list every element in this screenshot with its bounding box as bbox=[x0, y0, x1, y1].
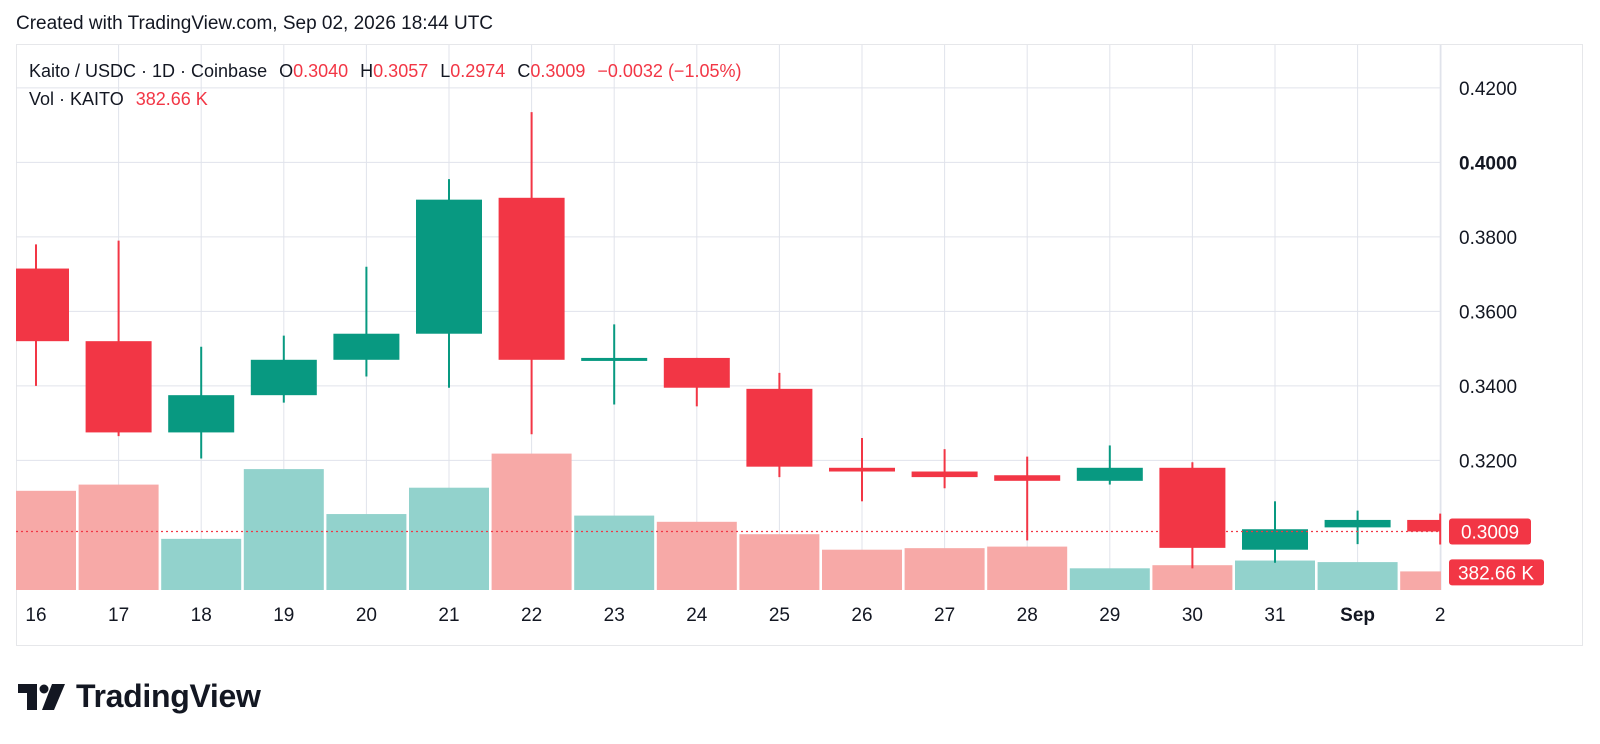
legend-high-label: H bbox=[360, 61, 374, 81]
candle-body bbox=[498, 197, 565, 360]
candle-body bbox=[829, 467, 895, 472]
volume-bar bbox=[1400, 571, 1441, 590]
x-tick-label: 24 bbox=[686, 605, 708, 626]
volume-layer bbox=[16, 453, 1441, 590]
candle-body bbox=[746, 388, 813, 467]
candle-layer bbox=[16, 112, 1442, 569]
volume-bar bbox=[16, 490, 76, 590]
legend-volume-value: 382.66 K bbox=[135, 89, 208, 109]
volume-bar bbox=[1152, 565, 1233, 590]
legend-symbol: Kaito / USDC · 1D · Coinbase bbox=[29, 61, 268, 81]
x-tick-label: 17 bbox=[108, 605, 129, 626]
tradingview-logo-icon bbox=[18, 683, 65, 710]
candle-body bbox=[168, 395, 235, 433]
y-tick-label: 0.3200 bbox=[1459, 451, 1517, 472]
candle-body bbox=[581, 357, 648, 361]
volume-bar bbox=[326, 514, 407, 590]
tradingview-logo-text: TradingView bbox=[76, 678, 261, 714]
volume-bar bbox=[243, 469, 324, 590]
candle-body bbox=[1076, 467, 1143, 481]
volume-bar bbox=[656, 521, 737, 590]
candle-body bbox=[1407, 519, 1441, 532]
volume-bar bbox=[822, 549, 902, 590]
candle-body bbox=[1324, 519, 1391, 528]
candle-body bbox=[1242, 529, 1308, 550]
x-tick-label: 31 bbox=[1264, 605, 1285, 626]
candle-body bbox=[994, 475, 1061, 481]
volume-bar bbox=[574, 515, 655, 590]
legend-open-value: 0.3040 bbox=[293, 61, 349, 81]
candle-body bbox=[250, 359, 317, 396]
x-tick-label: 23 bbox=[604, 605, 625, 626]
x-tick-label: 26 bbox=[851, 605, 872, 626]
x-tick-label: 25 bbox=[769, 605, 790, 626]
y-tick-label: 0.3400 bbox=[1459, 377, 1517, 398]
x-tick-label: 21 bbox=[438, 605, 459, 626]
axis-layer: 0.4200 0.4000 0.3800 0.3600 0.3400 0.3200 16 17… bbox=[25, 79, 1544, 626]
x-tick-label: 2 bbox=[1435, 605, 1446, 626]
x-tick-label: 16 bbox=[25, 605, 46, 626]
x-tick-label: Sep bbox=[1340, 605, 1375, 626]
x-tick-label: 29 bbox=[1099, 605, 1120, 626]
legend-close-value: 0.3009 bbox=[530, 61, 586, 81]
candle-body bbox=[1159, 467, 1226, 548]
x-tick-label: 28 bbox=[1017, 605, 1038, 626]
created-with-text: Created with TradingView.com, Sep 02, 20… bbox=[16, 13, 494, 34]
tradingview-logo[interactable]: TradingView bbox=[18, 678, 261, 715]
legend: Kaito / USDC · 1D · Coinbase O0.3040 H0.30… bbox=[29, 57, 741, 113]
candle-body bbox=[416, 199, 482, 334]
volume-bar bbox=[78, 484, 159, 590]
x-tick-label: 19 bbox=[273, 605, 294, 626]
volume-tag bbox=[1449, 559, 1544, 586]
volume-bar bbox=[904, 548, 985, 590]
legend-volume-row: Vol · KAITO 382.66 K bbox=[29, 85, 741, 113]
legend-low-label: L bbox=[440, 61, 451, 81]
legend-volume-label: Vol · KAITO bbox=[29, 89, 124, 109]
y-tick-label: 0.3800 bbox=[1459, 228, 1517, 249]
volume-bar bbox=[739, 534, 820, 590]
legend-high-value: 0.3057 bbox=[373, 61, 429, 81]
last-price-label: 0.3009 bbox=[1461, 522, 1519, 543]
x-tick-label: 30 bbox=[1182, 605, 1203, 626]
legend-low-value: 0.2974 bbox=[450, 61, 506, 81]
y-tick-label: 0.4000 bbox=[1459, 153, 1517, 174]
legend-open-label: O bbox=[279, 61, 294, 81]
candle-body bbox=[911, 471, 978, 478]
volume-bar bbox=[491, 453, 572, 590]
grid-layer bbox=[16, 45, 1442, 590]
candle-body bbox=[663, 357, 730, 388]
last-price-tag bbox=[1449, 518, 1531, 545]
candle-body bbox=[85, 341, 152, 433]
volume-bar bbox=[1317, 562, 1398, 590]
legend-change: −0.0032 (−1.05%) bbox=[597, 61, 742, 81]
y-tick-label: 0.3600 bbox=[1459, 302, 1517, 323]
volume-bar bbox=[1069, 568, 1150, 590]
candle-body bbox=[16, 268, 69, 342]
y-tick-label: 0.4200 bbox=[1459, 79, 1517, 100]
candlestick-chart[interactable]: 0.4200 0.4000 0.3800 0.3600 0.3400 0.3200 16 17… bbox=[0, 0, 1600, 650]
legend-close-label: C bbox=[517, 61, 531, 81]
x-tick-label: 20 bbox=[356, 605, 377, 626]
volume-bar bbox=[1235, 560, 1315, 590]
volume-bar bbox=[987, 546, 1068, 590]
legend-ohlc-row: Kaito / USDC · 1D · Coinbase O0.3040 H0.30… bbox=[29, 57, 741, 85]
x-tick-label: 18 bbox=[191, 605, 212, 626]
x-tick-label: 22 bbox=[521, 605, 542, 626]
x-tick-label: 27 bbox=[934, 605, 955, 626]
chart-frame[interactable] bbox=[16, 44, 1583, 646]
volume-bar bbox=[409, 487, 489, 590]
volume-tag-label: 382.66 K bbox=[1458, 563, 1534, 584]
candle-body bbox=[333, 333, 400, 360]
volume-bar bbox=[161, 538, 242, 590]
